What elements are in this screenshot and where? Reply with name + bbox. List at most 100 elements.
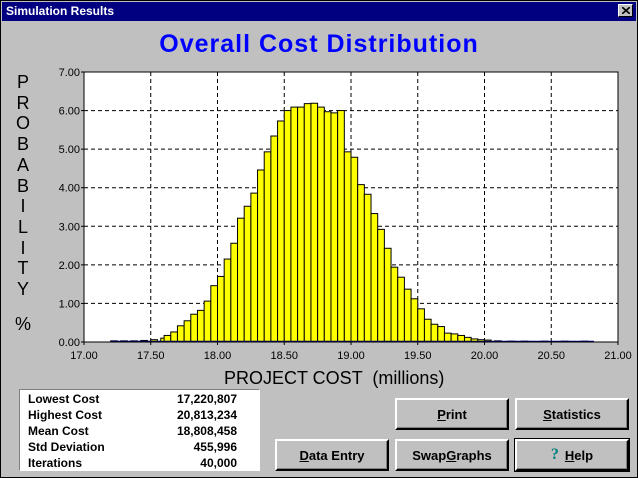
- histogram-bar: [176, 325, 185, 343]
- histogram-bar: [263, 151, 272, 343]
- histogram-bar: [443, 332, 452, 343]
- stat-row: Std Deviation 455,996: [20, 439, 259, 455]
- help-label-post: elp: [574, 447, 594, 463]
- print-label-post: rint: [445, 406, 467, 422]
- y-axis-label-letter: Y: [16, 279, 29, 300]
- histogram-bar: [423, 318, 432, 343]
- histogram-bar: [363, 193, 372, 343]
- y-axis-label-letter: R: [16, 92, 30, 113]
- swap-graphs-label-pre: Swap: [412, 447, 447, 463]
- histogram-bar: [190, 313, 198, 343]
- question-mark-icon: ?: [550, 446, 559, 463]
- y-axis-label-letter: I: [20, 196, 26, 217]
- y-axis-label-letter: L: [17, 216, 28, 237]
- histogram-bar: [230, 242, 239, 343]
- y-tick-label: 6.00: [59, 106, 80, 118]
- histogram-bar: [323, 111, 332, 343]
- histogram-bar: [337, 110, 345, 343]
- histogram-bar: [350, 156, 359, 343]
- stat-label: Mean Cost: [28, 424, 89, 438]
- histogram-bar: [310, 102, 319, 343]
- y-tick-label: 1.00: [59, 298, 80, 310]
- histogram-bar: [410, 298, 419, 343]
- histogram-bar: [317, 106, 325, 343]
- histogram-bar: [196, 309, 205, 343]
- y-axis-unit: %: [14, 314, 31, 334]
- histogram-bar: [383, 247, 392, 343]
- histogram-bar: [170, 331, 178, 343]
- histogram-bar: [437, 326, 445, 343]
- stat-row: Iterations 40,000: [20, 455, 259, 471]
- x-axis-label: PROJECT COST (millions): [224, 368, 445, 388]
- help-label-accel: H: [564, 447, 575, 463]
- histogram-bar: [303, 103, 312, 343]
- statistics-panel: Lowest Cost 17,220,807 Highest Cost 20,813,…: [19, 389, 260, 471]
- x-tick-label: 21.00: [604, 350, 632, 362]
- y-tick-label: 3.00: [59, 221, 80, 233]
- histogram-bar: [210, 285, 218, 343]
- y-axis-label-letter: I: [20, 237, 26, 258]
- histogram-bar: [223, 258, 232, 343]
- histogram-bar: [290, 106, 299, 343]
- stat-row: Highest Cost 20,813,234: [20, 407, 259, 423]
- stat-value: 455,996: [193, 440, 237, 454]
- y-tick-label: 7.00: [59, 67, 80, 79]
- histogram-bar: [390, 266, 399, 343]
- swap-graphs-label-post: raphs: [456, 447, 492, 463]
- x-tick-label: 19.00: [337, 350, 365, 362]
- histogram-bar: [357, 184, 365, 343]
- histogram-bar: [250, 192, 259, 343]
- y-tick-label: 5.00: [59, 144, 80, 156]
- y-axis-label-letter: P: [16, 72, 29, 92]
- close-button[interactable]: [618, 4, 633, 17]
- y-tick-label: 0.00: [59, 337, 80, 349]
- stat-label: Std Deviation: [28, 440, 105, 454]
- x-tick-label: 20.50: [537, 350, 565, 362]
- data-entry-label-accel: D: [299, 447, 309, 463]
- statistics-label-post: tatistics: [551, 406, 601, 422]
- y-axis-label-letter: B: [16, 134, 29, 155]
- histogram-bar: [183, 320, 192, 343]
- x-tick-label: 20.00: [471, 350, 499, 362]
- statistics-label-accel: S: [543, 406, 552, 422]
- histogram-bar: [237, 217, 245, 343]
- histogram-bar: [270, 135, 279, 343]
- y-axis-label-letter: T: [17, 258, 29, 279]
- histogram-bar: [297, 106, 305, 343]
- stat-label: Lowest Cost: [28, 392, 100, 406]
- print-label-accel: P: [437, 406, 446, 422]
- histogram-bar: [257, 169, 265, 343]
- stat-row: Lowest Cost 17,220,807: [20, 391, 259, 407]
- x-tick-label: 17.50: [137, 350, 165, 362]
- histogram-bar: [370, 213, 379, 343]
- y-tick-label: 4.00: [59, 183, 80, 195]
- stat-label: Iterations: [28, 456, 83, 470]
- stat-value: 20,813,234: [176, 408, 237, 422]
- histogram-bar: [397, 276, 405, 343]
- histogram-bar: [330, 112, 339, 343]
- y-tick-label: 2.00: [59, 260, 80, 272]
- swap-graphs-label-accel: G: [446, 447, 457, 463]
- histogram-bar: [277, 120, 285, 343]
- stat-label: Highest Cost: [28, 408, 103, 422]
- title-bar[interactable]: Simulation Results: [2, 2, 636, 21]
- stat-value: 17,220,807: [176, 392, 237, 406]
- y-axis-label-letter: A: [16, 154, 29, 175]
- histogram-bar: [283, 110, 292, 343]
- histogram-bar: [343, 151, 352, 343]
- histogram-bar: [217, 275, 225, 343]
- y-axis-label-letter: B: [16, 175, 29, 196]
- x-tick-label: 18.00: [204, 350, 232, 362]
- x-tick-label: 17.00: [70, 350, 98, 362]
- stat-row: Mean Cost 18,808,458: [20, 423, 259, 439]
- data-entry-label-post: ata Entry: [308, 447, 365, 463]
- y-axis-label-letter: O: [15, 113, 30, 134]
- histogram-bar: [377, 228, 385, 343]
- stat-value: 18,808,458: [176, 424, 237, 438]
